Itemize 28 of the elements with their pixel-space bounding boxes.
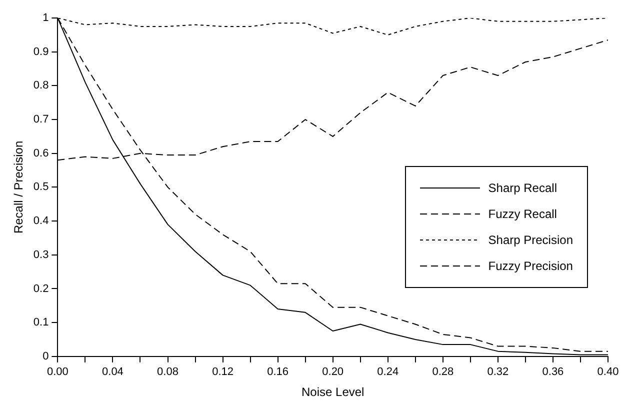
x-tick-label: 0.32 [487, 366, 509, 378]
y-tick-label: 0 [42, 350, 49, 362]
y-tick-label: 0.1 [33, 316, 49, 329]
y-tick-label: 0.9 [33, 46, 49, 58]
y-tick-label: 0.4 [33, 215, 49, 228]
legend-label: Sharp Precision [488, 233, 573, 248]
legend-label: Fuzzy Recall [488, 207, 557, 222]
x-tick-label: 0.40 [597, 366, 619, 378]
legend-label: Fuzzy Precision [488, 259, 573, 274]
x-tick-label: 0.12 [212, 366, 234, 378]
y-tick-label: 0.3 [33, 248, 49, 261]
y-tick-label: 1 [42, 12, 49, 24]
y-tick-label: 0.7 [33, 114, 49, 126]
x-axis-title: Noise Level [301, 385, 364, 400]
x-tick-label: 0.08 [157, 366, 178, 378]
x-tick-label: 0.24 [377, 366, 399, 378]
x-tick-label: 0.36 [542, 366, 564, 378]
y-tick-label: 0.5 [33, 181, 49, 194]
x-tick-label: 0.04 [102, 366, 124, 378]
y-axis-title: Recall / Precision [12, 140, 26, 234]
x-tick-label: 0.28 [432, 366, 454, 378]
y-tick-label: 0.2 [33, 282, 49, 295]
x-tick-label: 0.16 [267, 366, 289, 378]
y-tick-label: 0.6 [33, 147, 49, 160]
x-tick-label: 0.20 [322, 366, 344, 378]
y-tick-label: 0.8 [33, 80, 49, 92]
legend-label: Sharp Recall [488, 181, 557, 196]
x-tick-label: 0.00 [46, 366, 68, 378]
